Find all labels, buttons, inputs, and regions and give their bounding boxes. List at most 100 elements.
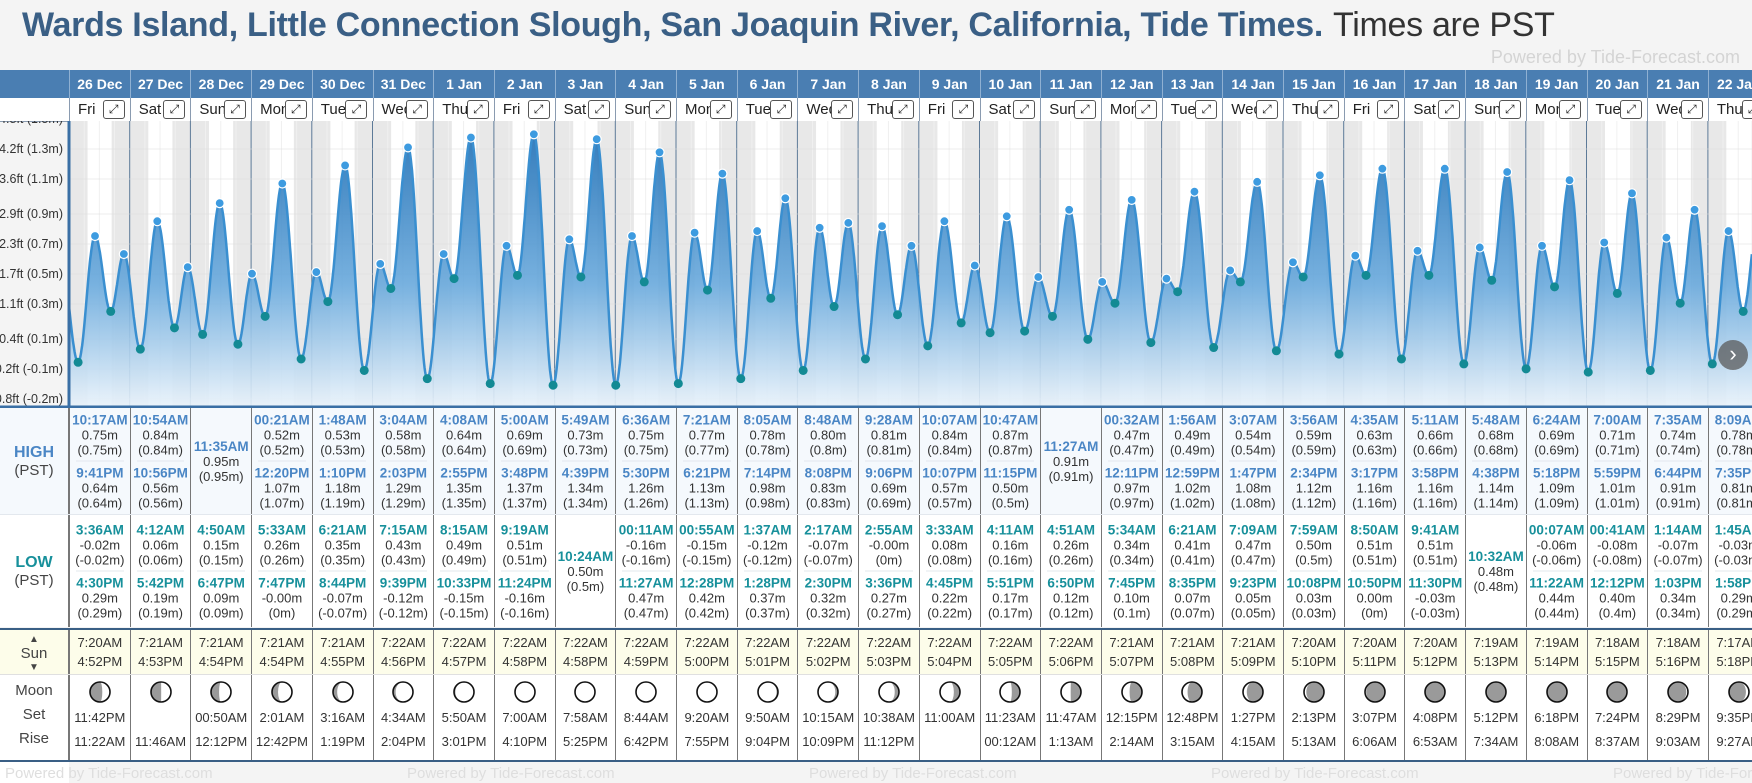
low-tide-point[interactable] xyxy=(1334,350,1343,359)
high-tide-point[interactable] xyxy=(1413,246,1422,255)
low-tide-point[interactable] xyxy=(1487,276,1496,285)
high-tide-point[interactable] xyxy=(341,161,350,170)
high-tide-point[interactable] xyxy=(718,169,727,178)
low-tide-point[interactable] xyxy=(1397,355,1406,364)
low-tide-point[interactable] xyxy=(170,323,179,332)
high-tide-point[interactable] xyxy=(1600,238,1609,247)
high-tide-point[interactable] xyxy=(1190,187,1199,196)
expand-icon[interactable]: ⤢ xyxy=(831,100,853,119)
expand-icon[interactable]: ⤢ xyxy=(406,100,428,119)
high-tide-point[interactable] xyxy=(940,217,949,226)
high-tide-point[interactable] xyxy=(529,130,538,139)
expand-icon[interactable]: ⤢ xyxy=(892,100,914,119)
low-tide-point[interactable] xyxy=(1110,299,1119,308)
low-tide-point[interactable] xyxy=(513,271,522,280)
high-tide-point[interactable] xyxy=(690,228,699,237)
low-tide-point[interactable] xyxy=(386,284,395,293)
low-tide-point[interactable] xyxy=(674,379,683,388)
low-tide-point[interactable] xyxy=(923,341,932,350)
high-tide-point[interactable] xyxy=(878,222,887,231)
high-tide-point[interactable] xyxy=(1475,243,1484,252)
expand-icon[interactable]: ⤢ xyxy=(1742,100,1752,119)
high-tide-point[interactable] xyxy=(565,235,574,244)
high-tide-point[interactable] xyxy=(1288,258,1297,267)
high-tide-point[interactable] xyxy=(1034,272,1043,281)
low-tide-point[interactable] xyxy=(1048,312,1057,321)
low-tide-point[interactable] xyxy=(74,358,83,367)
low-tide-point[interactable] xyxy=(1459,359,1468,368)
low-tide-point[interactable] xyxy=(1739,307,1748,316)
low-tide-point[interactable] xyxy=(261,312,270,321)
high-tide-point[interactable] xyxy=(655,148,664,157)
high-tide-point[interactable] xyxy=(1537,241,1546,250)
low-tide-point[interactable] xyxy=(1299,272,1308,281)
low-tide-point[interactable] xyxy=(640,277,649,286)
high-tide-point[interactable] xyxy=(844,218,853,227)
high-tide-point[interactable] xyxy=(312,268,321,277)
expand-icon[interactable]: ⤢ xyxy=(1135,100,1157,119)
high-tide-point[interactable] xyxy=(153,217,162,226)
high-tide-point[interactable] xyxy=(376,259,385,268)
expand-icon[interactable]: ⤢ xyxy=(1317,100,1339,119)
expand-icon[interactable]: ⤢ xyxy=(1438,100,1460,119)
low-tide-point[interactable] xyxy=(1173,287,1182,296)
low-tide-point[interactable] xyxy=(1362,271,1371,280)
low-tide-point[interactable] xyxy=(986,328,995,337)
high-tide-point[interactable] xyxy=(1724,227,1733,236)
high-tide-point[interactable] xyxy=(466,133,475,142)
low-tide-point[interactable] xyxy=(611,381,620,390)
high-tide-point[interactable] xyxy=(1662,233,1671,242)
low-tide-point[interactable] xyxy=(957,318,966,327)
expand-icon[interactable]: ⤢ xyxy=(285,100,307,119)
low-tide-point[interactable] xyxy=(1522,364,1531,373)
high-tide-point[interactable] xyxy=(1627,189,1636,198)
high-tide-point[interactable] xyxy=(753,227,762,236)
high-tide-point[interactable] xyxy=(1226,266,1235,275)
high-tide-point[interactable] xyxy=(502,241,511,250)
low-tide-point[interactable] xyxy=(1236,277,1245,286)
low-tide-point[interactable] xyxy=(198,330,207,339)
low-tide-point[interactable] xyxy=(766,294,775,303)
expand-icon[interactable]: ⤢ xyxy=(1681,100,1703,119)
high-tide-point[interactable] xyxy=(1002,212,1011,221)
low-tide-point[interactable] xyxy=(1676,299,1685,308)
high-tide-point[interactable] xyxy=(627,231,636,240)
low-tide-point[interactable] xyxy=(1209,343,1218,352)
expand-icon[interactable]: ⤢ xyxy=(1499,100,1521,119)
low-tide-point[interactable] xyxy=(861,355,870,364)
low-tide-point[interactable] xyxy=(1584,368,1593,377)
high-tide-point[interactable] xyxy=(592,135,601,144)
expand-icon[interactable]: ⤢ xyxy=(952,100,974,119)
low-tide-point[interactable] xyxy=(1146,338,1155,347)
high-tide-point[interactable] xyxy=(119,250,128,259)
high-tide-point[interactable] xyxy=(1378,164,1387,173)
high-tide-point[interactable] xyxy=(1127,195,1136,204)
high-tide-point[interactable] xyxy=(1351,251,1360,260)
low-tide-point[interactable] xyxy=(323,297,332,306)
expand-icon[interactable]: ⤢ xyxy=(588,100,610,119)
high-tide-point[interactable] xyxy=(183,263,192,272)
high-tide-point[interactable] xyxy=(1098,277,1107,286)
low-tide-point[interactable] xyxy=(703,286,712,295)
expand-icon[interactable]: ⤢ xyxy=(649,100,671,119)
high-tide-point[interactable] xyxy=(1162,274,1171,283)
high-tide-point[interactable] xyxy=(278,179,287,188)
low-tide-point[interactable] xyxy=(1708,359,1717,368)
expand-icon[interactable]: ⤢ xyxy=(528,100,550,119)
expand-icon[interactable]: ⤢ xyxy=(1256,100,1278,119)
high-tide-point[interactable] xyxy=(215,199,224,208)
expand-icon[interactable]: ⤢ xyxy=(1620,100,1642,119)
low-tide-point[interactable] xyxy=(799,366,808,375)
expand-icon[interactable]: ⤢ xyxy=(467,100,489,119)
low-tide-point[interactable] xyxy=(1424,271,1433,280)
low-tide-point[interactable] xyxy=(423,374,432,383)
low-tide-point[interactable] xyxy=(893,310,902,319)
low-tide-point[interactable] xyxy=(576,272,585,281)
low-tide-point[interactable] xyxy=(106,307,115,316)
low-tide-point[interactable] xyxy=(1613,289,1622,298)
high-tide-point[interactable] xyxy=(1690,205,1699,214)
high-tide-point[interactable] xyxy=(1565,176,1574,185)
low-tide-point[interactable] xyxy=(360,366,369,375)
expand-icon[interactable]: ⤢ xyxy=(103,100,125,119)
high-tide-point[interactable] xyxy=(404,143,413,152)
